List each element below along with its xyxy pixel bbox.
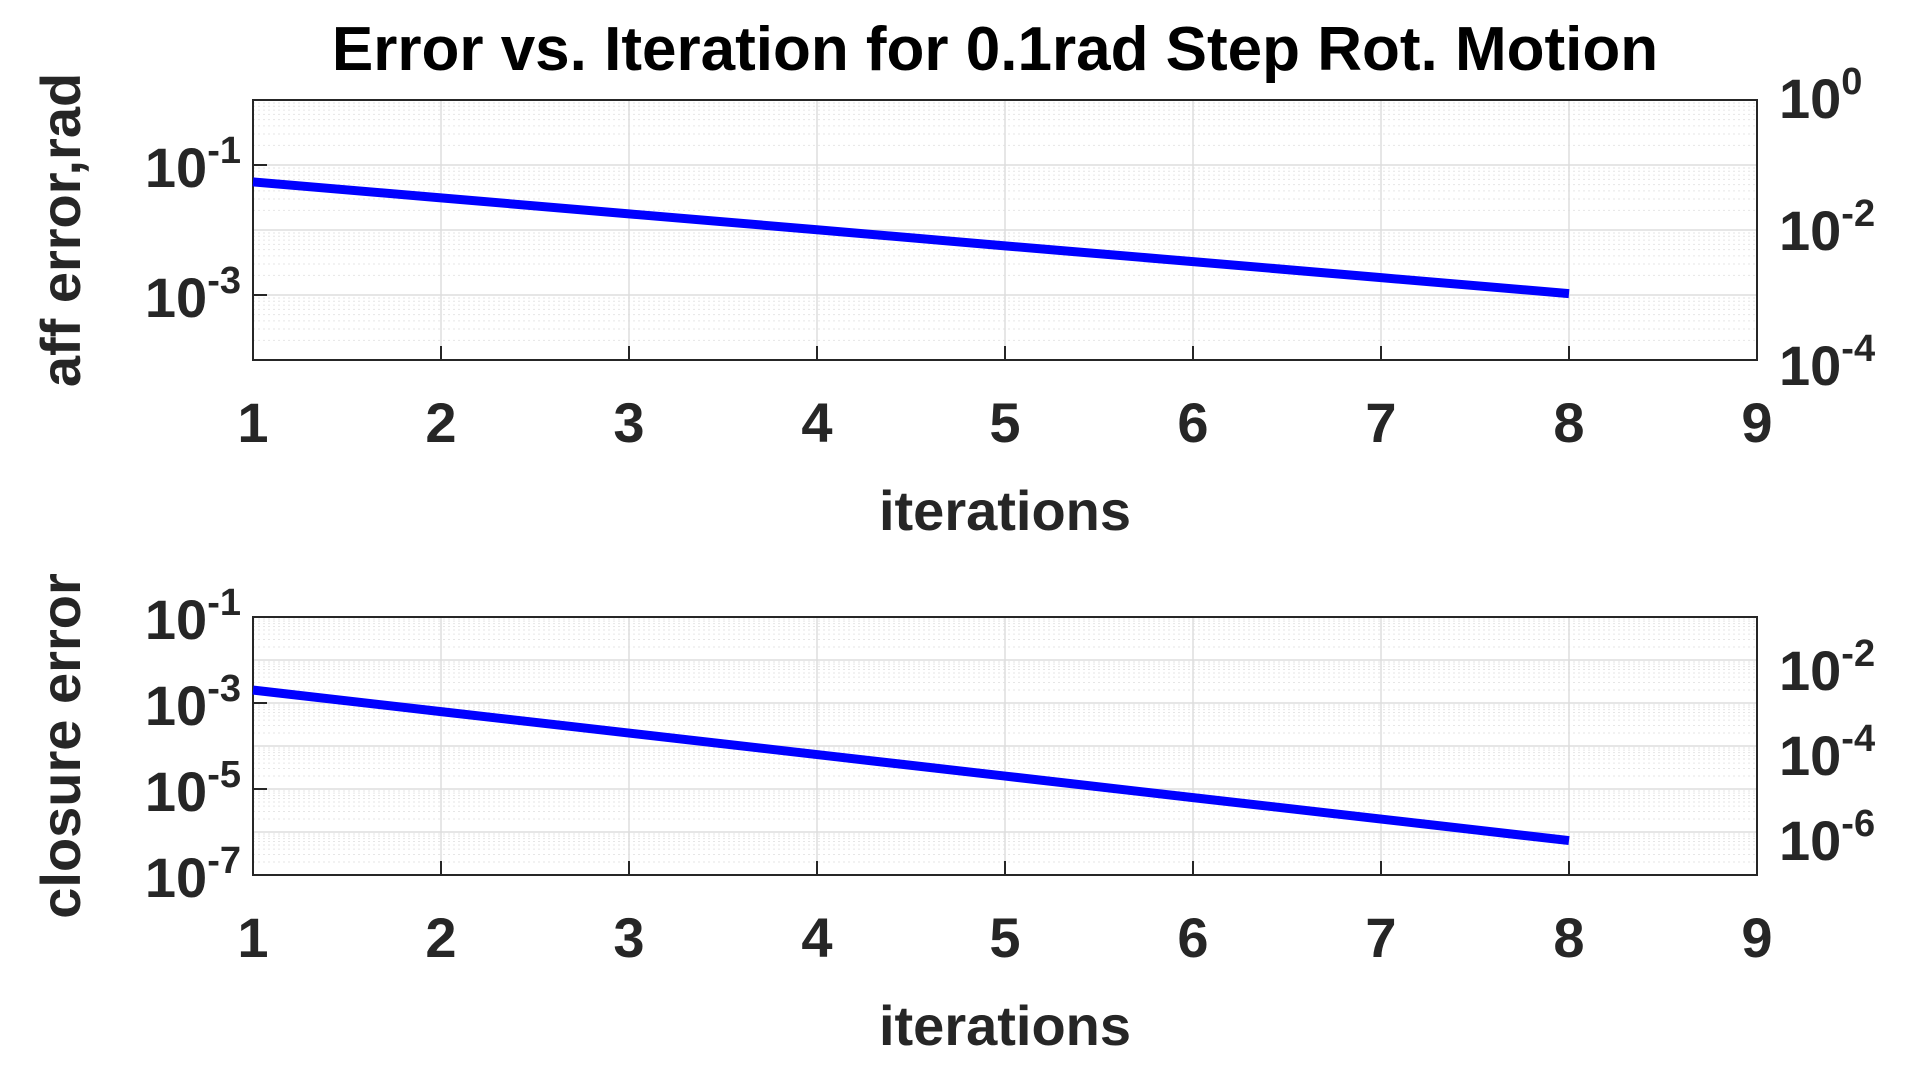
y-tick-label-right: 10-2 [1779,193,1875,262]
plot-2: 1 2 3 4 5 6 7 8 9 iterations closure error [29,573,1773,1057]
x-tick-label: 3 [613,391,644,454]
x-tick-label: 7 [1365,906,1396,969]
x-tick-label: 8 [1553,391,1584,454]
y-tick-label-left: 10-7 [145,840,241,909]
x-tick-label: 8 [1553,906,1584,969]
x-tick-label: 2 [425,906,456,969]
x-axis-label: iterations [879,479,1131,542]
y-tick-label-right: 10-6 [1779,803,1875,872]
x-tick-label: 1 [237,391,268,454]
y-axis-label: closure error [29,573,92,919]
series-line [252,685,1570,846]
y-tick-label-right: 10-4 [1779,718,1875,787]
x-tick-label: 2 [425,391,456,454]
x-tick-label: 9 [1741,906,1772,969]
x-tick-label: 7 [1365,391,1396,454]
plot-1: 1 2 3 4 5 6 7 8 9 iterations aff error,rad [29,73,1773,542]
x-tick-label: 4 [801,391,832,454]
x-tick-label: 4 [801,906,832,969]
y-tick-label-right: 100 [1779,61,1862,130]
x-axis-label: iterations [879,994,1131,1057]
y-tick-label-left: 10-3 [145,668,241,737]
x-tick-label: 5 [989,906,1020,969]
chart-title: Error vs. Iteration for 0.1rad Step Rot.… [331,15,1659,84]
x-tick-label: 9 [1741,391,1772,454]
x-tick-label: 6 [1177,906,1208,969]
y-tick-label-left: 10-3 [145,260,241,329]
x-tick-label: 6 [1177,391,1208,454]
x-tick-label: 5 [989,391,1020,454]
y-tick-label-left: 10-1 [145,130,241,199]
x-tick-label: 1 [237,906,268,969]
y-axis-label: aff error,rad [29,73,92,387]
y-tick-label-right: 10-4 [1779,328,1875,397]
series-line [252,177,1570,299]
y-tick-label-right: 10-2 [1779,633,1875,702]
x-tick-label: 3 [613,906,644,969]
y-tick-label-left: 10-1 [145,582,241,651]
y-tick-label-left: 10-5 [145,754,241,823]
